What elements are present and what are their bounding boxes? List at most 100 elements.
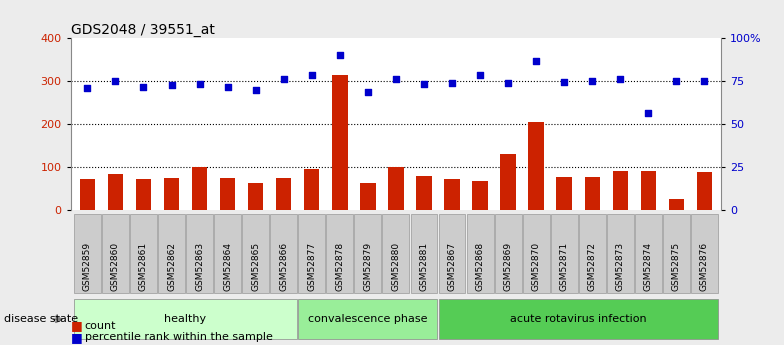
Text: GSM52873: GSM52873: [615, 242, 625, 291]
Bar: [80, 179, 95, 210]
Bar: [495, 214, 521, 293]
Text: GSM52876: GSM52876: [700, 242, 709, 291]
Text: GSM52865: GSM52865: [251, 242, 260, 291]
Point: [109, 78, 122, 84]
Point: [194, 81, 206, 87]
Point: [614, 76, 626, 82]
Bar: [438, 299, 718, 339]
Text: percentile rank within the sample: percentile rank within the sample: [85, 333, 273, 342]
Point: [670, 78, 683, 83]
Text: GSM52863: GSM52863: [195, 242, 204, 291]
Bar: [669, 199, 684, 210]
Bar: [248, 183, 263, 210]
Text: GSM52874: GSM52874: [644, 242, 653, 291]
Text: GSM52860: GSM52860: [111, 242, 120, 291]
Bar: [360, 183, 376, 210]
Text: healthy: healthy: [165, 314, 207, 324]
Bar: [388, 167, 404, 210]
Bar: [557, 177, 572, 210]
Text: GSM52880: GSM52880: [391, 242, 401, 291]
Text: GSM52869: GSM52869: [503, 242, 513, 291]
Bar: [74, 214, 101, 293]
Bar: [304, 169, 320, 210]
Text: GSM52872: GSM52872: [588, 242, 597, 291]
Bar: [383, 214, 409, 293]
Bar: [74, 299, 297, 339]
Bar: [663, 214, 690, 293]
Bar: [192, 167, 207, 210]
Bar: [607, 214, 633, 293]
Bar: [697, 172, 712, 210]
Point: [221, 85, 234, 90]
Point: [165, 82, 178, 88]
Text: acute rotavirus infection: acute rotavirus infection: [510, 314, 647, 324]
Point: [81, 86, 93, 91]
Bar: [579, 214, 606, 293]
Text: GSM52859: GSM52859: [83, 242, 92, 291]
Bar: [635, 214, 662, 293]
Text: disease state: disease state: [4, 314, 78, 324]
Text: GSM52870: GSM52870: [532, 242, 541, 291]
Text: GDS2048 / 39551_at: GDS2048 / 39551_at: [71, 23, 215, 37]
Point: [502, 80, 514, 86]
Point: [558, 80, 571, 85]
Text: GSM52881: GSM52881: [419, 242, 429, 291]
Point: [699, 78, 711, 84]
Bar: [523, 214, 550, 293]
Bar: [641, 171, 656, 210]
Bar: [136, 179, 151, 210]
Text: GSM52862: GSM52862: [167, 242, 176, 291]
Text: GSM52879: GSM52879: [363, 242, 372, 291]
Bar: [270, 214, 297, 293]
Bar: [585, 177, 600, 210]
Bar: [158, 214, 185, 293]
Bar: [612, 171, 628, 210]
Bar: [354, 214, 381, 293]
Text: GSM52866: GSM52866: [279, 242, 289, 291]
Bar: [528, 122, 544, 210]
Point: [474, 73, 486, 78]
Bar: [438, 214, 466, 293]
Point: [418, 81, 430, 87]
Text: GSM52875: GSM52875: [672, 242, 681, 291]
Bar: [214, 214, 241, 293]
Text: ■: ■: [71, 331, 86, 344]
Point: [361, 89, 374, 95]
Point: [278, 76, 290, 82]
Bar: [472, 181, 488, 210]
Bar: [276, 178, 292, 210]
Point: [586, 78, 598, 84]
Bar: [550, 214, 578, 293]
Bar: [691, 214, 718, 293]
Bar: [326, 214, 354, 293]
Text: GSM52877: GSM52877: [307, 242, 316, 291]
Bar: [466, 214, 494, 293]
Text: GSM52867: GSM52867: [448, 242, 456, 291]
Bar: [411, 214, 437, 293]
Point: [390, 76, 402, 82]
Bar: [500, 154, 516, 210]
Bar: [220, 178, 235, 210]
Point: [306, 72, 318, 77]
Bar: [186, 214, 213, 293]
Text: GSM52861: GSM52861: [139, 242, 148, 291]
Point: [642, 110, 655, 116]
Point: [530, 58, 543, 63]
Text: GSM52868: GSM52868: [476, 242, 485, 291]
Point: [137, 85, 150, 90]
Bar: [242, 214, 269, 293]
Text: GSM52864: GSM52864: [223, 242, 232, 291]
Bar: [164, 178, 180, 210]
Text: count: count: [85, 321, 116, 331]
Text: convalescence phase: convalescence phase: [308, 314, 427, 324]
Text: GSM52871: GSM52871: [560, 242, 568, 291]
Bar: [107, 174, 123, 210]
Text: ■: ■: [71, 319, 86, 333]
Bar: [130, 214, 157, 293]
Text: GSM52878: GSM52878: [336, 242, 344, 291]
Bar: [332, 75, 347, 210]
Point: [333, 52, 346, 58]
Bar: [445, 179, 459, 210]
Bar: [298, 214, 325, 293]
Bar: [298, 299, 437, 339]
